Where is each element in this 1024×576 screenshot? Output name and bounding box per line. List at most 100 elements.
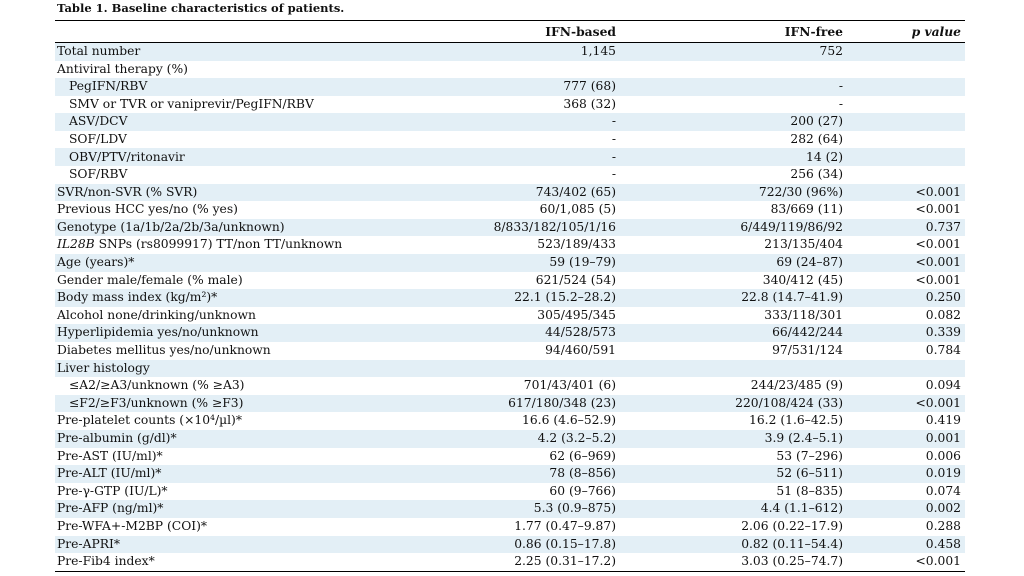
ifn-free-value: 752	[819, 44, 843, 58]
p-value: 0.288	[925, 518, 961, 533]
ifn-free-value: 14 (2)	[806, 149, 843, 164]
row-label: Liver histology	[55, 360, 415, 378]
p-value: 0.339	[925, 325, 961, 340]
ifn-based-value: 0.86 (0.15–17.8)	[514, 536, 616, 551]
table-row: Genotype (1a/1b/2a/2b/3a/unknown) 8/833/1…	[55, 218, 965, 237]
p-value	[847, 360, 965, 378]
table-row: Gender male/female (% male) 621/524 (54) 3…	[55, 272, 965, 290]
baseline-table-container: IFN-based IFN-free p value Total number 1…	[55, 20, 965, 572]
ifn-based-value: -	[611, 167, 616, 182]
row-label: Genotype (1a/1b/2a/2b/3a/unknown)	[55, 219, 415, 237]
table-row: Pre-ALT (IU/ml)* 78 (8–856) 52 (6–511) 0.01…	[55, 465, 965, 483]
p-value: 0.074	[925, 483, 961, 498]
table-row: Body mass index (kg/m²)* 22.1 (15.2–28.2)…	[55, 289, 965, 307]
header-p-value-text: p value	[911, 23, 961, 39]
ifn-free-value: -	[838, 79, 843, 94]
row-label-text: SOF/LDV	[69, 131, 127, 146]
table-row: Pre-platelet counts (×10⁴/µl)* 16.6 (4.6–…	[55, 412, 965, 430]
header-label-col	[55, 21, 415, 43]
row-label-text: Gender male/female (% male)	[57, 272, 243, 287]
row-label-text: Hyperlipidemia yes/no/unknown	[57, 325, 259, 340]
row-label-text: Pre-platelet counts (×10⁴/µl)*	[57, 413, 242, 428]
p-value: 0.082	[925, 307, 961, 322]
ifn-based-value: -	[611, 114, 616, 129]
table-row: Liver histology	[55, 359, 965, 378]
ifn-free-value: -	[838, 96, 843, 111]
ifn-free-value: 282 (64)	[790, 131, 843, 146]
row-label-text: Age (years)*	[57, 255, 135, 270]
header-p-value: p value	[847, 21, 965, 43]
p-value	[847, 148, 965, 166]
row-label-text: ≤F2/≥F3/unknown (% ≥F3)	[69, 395, 244, 410]
table-caption: Table 1. Baseline characteristics of pat…	[57, 1, 345, 15]
p-value: 0.419	[925, 413, 961, 428]
ifn-free-value: 22.8 (14.7–41.9)	[741, 290, 843, 305]
row-label-text: Pre-γ-GTP (IU/L)*	[57, 483, 168, 498]
row-label: Pre-albumin (g/dl)*	[55, 430, 415, 448]
p-value: 0.002	[925, 501, 961, 516]
row-label-text: OBV/PTV/ritonavir	[69, 149, 185, 164]
p-value: <0.001	[915, 255, 961, 270]
ifn-free-value: 3.9 (2.4–5.1)	[764, 431, 843, 446]
table-row: Total number 1,145 752	[55, 42, 965, 61]
row-label: Gender male/female (% male)	[55, 272, 415, 290]
row-label: Body mass index (kg/m²)*	[55, 289, 415, 307]
ifn-free-value: 16.2 (1.6–42.5)	[749, 413, 843, 428]
row-label: PegIFN/RBV	[55, 78, 415, 96]
table-row: Pre-AST (IU/ml)* 62 (6–969) 53 (7–296) 0.00…	[55, 448, 965, 466]
ifn-based-value: 617/180/348 (23)	[508, 395, 616, 410]
table-row: Pre-γ-GTP (IU/L)* 60 (9–766) 51 (8–835) 0.0…	[55, 483, 965, 501]
p-value: 0.006	[925, 448, 961, 463]
table-row: ≤F2/≥F3/unknown (% ≥F3) 617/180/348 (23) 2…	[55, 394, 965, 413]
row-label-text: Diabetes mellitus yes/no/unknown	[57, 343, 271, 358]
ifn-based-value: 743/402 (65)	[535, 184, 616, 199]
row-label: OBV/PTV/ritonavir	[55, 148, 415, 166]
row-label-text: Total number	[57, 44, 141, 58]
p-value: <0.001	[915, 237, 961, 252]
ifn-free-value: 200 (27)	[790, 114, 843, 129]
header-ifn-free: IFN-free	[784, 23, 843, 39]
ifn-based-value: 4.2 (3.2–5.2)	[537, 431, 616, 446]
row-label: Pre-Fib4 index*	[55, 553, 415, 571]
p-value: <0.001	[915, 272, 961, 287]
table-row: Pre-AFP (ng/ml)* 5.3 (0.9–875) 4.4 (1.1–61…	[55, 500, 965, 518]
p-value	[847, 131, 965, 149]
p-value: 0.094	[925, 378, 961, 393]
ifn-based-value: 523/189/433	[537, 237, 616, 252]
p-value	[847, 78, 965, 96]
ifn-free-value: 2.06 (0.22–17.9)	[741, 518, 843, 533]
row-label-text: Body mass index (kg/m²)*	[57, 290, 218, 305]
ifn-based-value: 1.77 (0.47–9.87)	[514, 518, 616, 533]
row-label: Alcohol none/drinking/unknown	[55, 307, 415, 325]
ifn-free-value: 97/531/124	[772, 343, 843, 358]
table-row: Hyperlipidemia yes/no/unknown 44/528/573 6…	[55, 324, 965, 342]
table-row: Pre-WFA+-M2BP (COI)* 1.77 (0.47–9.87) 2.06…	[55, 518, 965, 536]
row-label-italic: IL28B	[57, 237, 95, 252]
table-body: Total number 1,145 752 Antiviral therapy (%…	[55, 42, 965, 572]
ifn-based-value: 701/43/401 (6)	[523, 378, 616, 393]
p-value	[847, 96, 965, 114]
p-value	[847, 166, 965, 184]
table-row: Previous HCC yes/no (% yes) 60/1,085 (5) 8…	[55, 201, 965, 219]
ifn-free-value: 52 (6–511)	[776, 466, 843, 481]
ifn-free-value: 69 (24–87)	[776, 255, 843, 270]
row-label-text: Pre-WFA+-M2BP (COI)*	[57, 518, 208, 533]
ifn-based-value: 1,145	[580, 44, 616, 58]
table-row: Diabetes mellitus yes/no/unknown 94/460/5…	[55, 342, 965, 360]
row-label: ≤A2/≥A3/unknown (% ≥A3)	[55, 377, 415, 395]
p-value	[847, 61, 965, 79]
ifn-based-value: 44/528/573	[545, 325, 616, 340]
ifn-based-value: 621/524 (54)	[535, 272, 616, 287]
row-label: Antiviral therapy (%)	[55, 61, 415, 79]
ifn-free-value	[620, 360, 847, 378]
ifn-based-value: 22.1 (15.2–28.2)	[514, 290, 616, 305]
row-label: ≤F2/≥F3/unknown (% ≥F3)	[55, 395, 415, 413]
p-value: 0.250	[925, 290, 961, 305]
ifn-based-value: 94/460/591	[545, 343, 616, 358]
ifn-based-value: 368 (32)	[563, 96, 616, 111]
row-label: Diabetes mellitus yes/no/unknown	[55, 342, 415, 360]
row-label-text: Antiviral therapy (%)	[57, 61, 188, 76]
p-value: <0.001	[915, 395, 961, 410]
row-label-text: Pre-AST (IU/ml)*	[57, 448, 163, 463]
row-label: Previous HCC yes/no (% yes)	[55, 201, 415, 219]
